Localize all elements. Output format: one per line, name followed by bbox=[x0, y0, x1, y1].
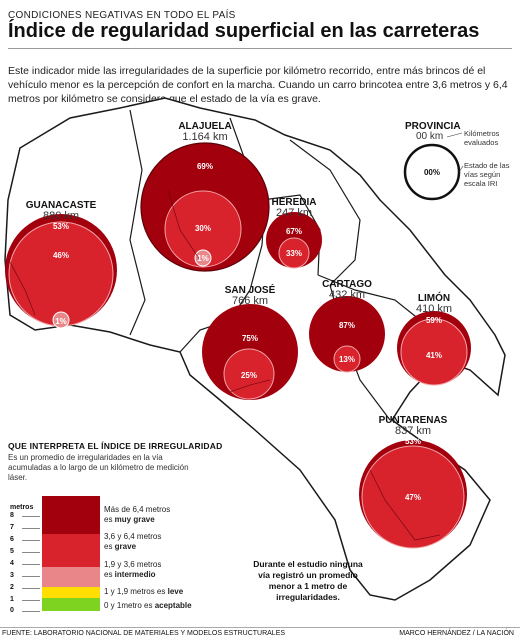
study-note: Durante el estudio ninguna vía registró … bbox=[253, 559, 363, 602]
pct-puntarenas-serious: 47% bbox=[405, 493, 421, 502]
scale-band-serious bbox=[42, 534, 100, 567]
explainer-title: QUE INTERPRETA EL ÍNDICE DE IRREGULARIDA… bbox=[8, 441, 223, 451]
province-km-puntarenas: 837 km bbox=[395, 425, 431, 437]
province-km-san-jose: 766 km bbox=[232, 295, 268, 307]
legend-title: PROVINCIA bbox=[405, 121, 461, 132]
band-label-serious: 3,6 y 6,4 metros es grave bbox=[104, 532, 162, 551]
province-name-san-jose: SAN JOSÉ bbox=[225, 283, 276, 296]
province-circle-san-jose bbox=[202, 304, 298, 400]
scale-tick-8: 8 bbox=[10, 512, 14, 519]
scale-band-acceptable bbox=[42, 598, 100, 611]
pct-puntarenas-very-serious: 53% bbox=[405, 437, 421, 446]
scale-tick-4: 4 bbox=[10, 560, 14, 567]
province-circle-guanacaste bbox=[5, 214, 117, 329]
province-km-limon: 410 km bbox=[416, 303, 452, 315]
band-label-intermediate: 1,9 y 3,6 metros es intermedio bbox=[104, 560, 162, 579]
coast-lines-overlay bbox=[9, 189, 441, 541]
page-title: Índice de regularidad superficial en las… bbox=[8, 20, 480, 42]
province-circle-cartago bbox=[309, 296, 385, 373]
province-km-cartago: 432 km bbox=[329, 289, 365, 301]
band-label-light: 1 y 1,9 metros es leve bbox=[104, 587, 184, 596]
scale-tick-5: 5 bbox=[10, 548, 14, 555]
pct-guanacaste-very-serious: 53% bbox=[53, 222, 69, 231]
pct-heredia-very-serious: 67% bbox=[286, 227, 302, 236]
province-name-heredia: HEREDIA bbox=[271, 197, 316, 208]
source-credit: FUENTE: LABORATORIO NACIONAL DE MATERIAL… bbox=[2, 630, 286, 637]
legend-km: 00 km bbox=[416, 131, 444, 142]
pct-alajuela-very-serious: 69% bbox=[197, 162, 213, 171]
scale-tick-1: 1 bbox=[10, 596, 14, 603]
pct-limon-very-serious: 59% bbox=[426, 316, 442, 325]
pct-cartago-serious: 13% bbox=[339, 355, 355, 364]
province-km-heredia: 247 km bbox=[276, 207, 312, 219]
pct-san-jose-serious: 25% bbox=[241, 371, 257, 380]
scale-tick-3: 3 bbox=[10, 572, 14, 579]
scale-tick-6: 6 bbox=[10, 536, 14, 543]
pct-limon-serious: 41% bbox=[426, 351, 442, 360]
pct-alajuela-serious: 30% bbox=[195, 224, 211, 233]
province-km-alajuela: 1.164 km bbox=[182, 131, 227, 143]
province-circle-puntarenas bbox=[359, 440, 467, 549]
province-name-alajuela: ALAJUELA bbox=[178, 121, 231, 132]
explainer-desc: Es un promedio de irregularidades en la … bbox=[8, 453, 189, 482]
scale-band-light bbox=[42, 587, 100, 598]
province-name-cartago: CARTAGO bbox=[322, 279, 372, 290]
pct-alajuela-intermediate: 1% bbox=[197, 254, 209, 263]
pct-san-jose-very-serious: 75% bbox=[242, 334, 258, 343]
intro-text: Este indicador mide las irregularidades … bbox=[8, 65, 508, 105]
province-km-guanacaste: 880 km bbox=[43, 210, 79, 222]
band-label-very-serious: Más de 6,4 metros es muy grave bbox=[104, 505, 171, 524]
legend-ring-desc: Estado de las vías según escala IRI bbox=[464, 161, 510, 188]
legend-ring: 00% bbox=[403, 132, 464, 201]
pct-heredia-serious: 33% bbox=[286, 249, 302, 258]
province-circle-alajuela bbox=[140, 142, 270, 272]
scale-tick-2: 2 bbox=[10, 584, 14, 591]
legend-km-desc: Kilómetros evaluados bbox=[464, 129, 500, 147]
pct-guanacaste-serious: 46% bbox=[53, 251, 69, 260]
legend-ring-value: 00% bbox=[424, 168, 440, 177]
pct-guanacaste-intermediate: 1% bbox=[55, 317, 67, 326]
pct-cartago-very-serious: 87% bbox=[339, 321, 355, 330]
kicker: CONDICIONES NEGATIVAS EN TODO EL PAÍS bbox=[8, 10, 236, 21]
province-circle-heredia bbox=[266, 212, 322, 269]
province-name-guanacaste: GUANACASTE bbox=[26, 200, 97, 211]
scale-band-intermediate bbox=[42, 567, 100, 587]
author-credit: MARCO HERNÁNDEZ / LA NACIÓN bbox=[399, 630, 514, 637]
province-name-puntarenas: PUNTARENAS bbox=[379, 415, 448, 426]
scale-tick-0: 0 bbox=[10, 607, 14, 614]
band-label-acceptable: 0 y 1metro es aceptable bbox=[104, 601, 192, 610]
footer-divider bbox=[0, 627, 520, 628]
title-divider bbox=[8, 48, 512, 49]
province-name-limon: LIMÓN bbox=[418, 291, 450, 304]
scale-band-very-serious bbox=[42, 496, 100, 534]
province-circle-limon bbox=[397, 311, 471, 386]
scale-tick-7: 7 bbox=[10, 524, 14, 531]
scale-header: metros bbox=[10, 504, 34, 511]
